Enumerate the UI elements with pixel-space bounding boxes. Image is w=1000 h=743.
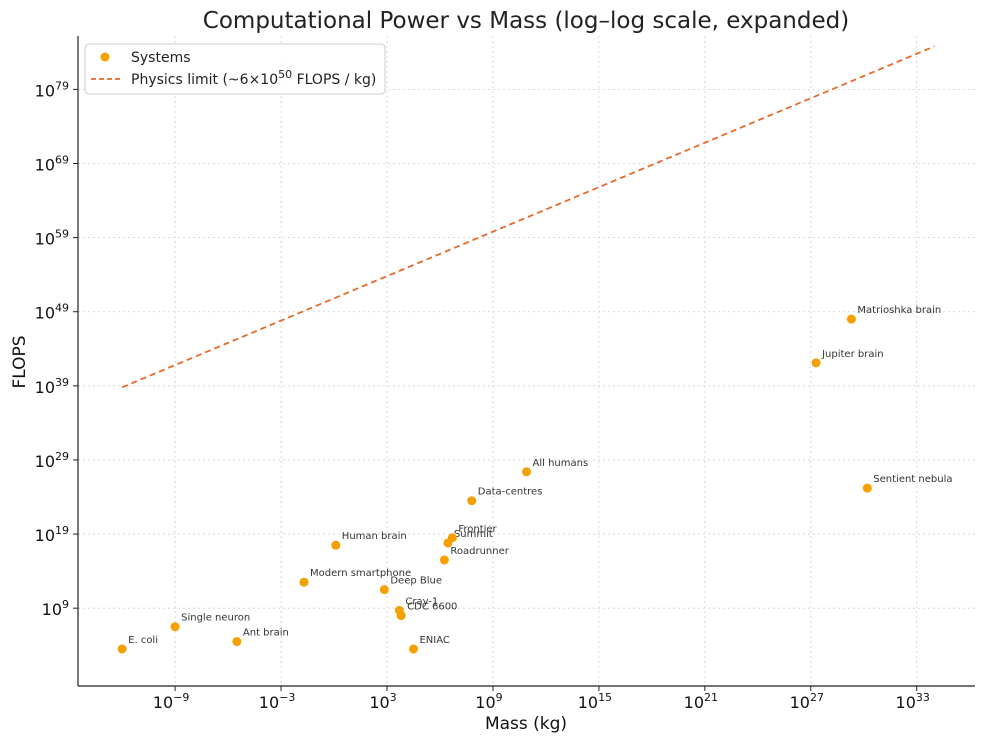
x-tick-exp: 3 [390,691,397,704]
data-point-label: Modern smartphone [310,568,411,579]
legend: Systems Physics limit (~6×1050 FLOPS / k… [84,43,386,95]
y-tick-label: 1039 [35,376,69,397]
x-tick-base: 10 [475,693,495,712]
data-point [170,622,180,632]
x-tick-label: 1015 [578,691,612,712]
x-tick-base: 10 [259,693,279,712]
data-point-label: Data-centres [478,487,543,498]
data-point [439,555,449,565]
y-tick-base: 10 [35,452,55,471]
legend-systems-marker [100,52,110,62]
data-point-label: Single neuron [181,613,250,624]
data-point [331,540,341,550]
y-tick-exp: 79 [55,79,69,92]
y-tick-exp: 49 [55,302,69,315]
data-point [467,496,477,506]
data-point-label: All humans [533,458,589,469]
legend-systems-label: Systems [131,50,191,66]
x-tick-label: 109 [475,691,502,712]
axes-layer [77,36,975,687]
data-point-label: ENIAC [419,635,449,646]
data-point-label: Jupiter brain [821,349,883,360]
y-tick-label: 1079 [35,79,69,100]
data-point [396,611,406,621]
grid-layer [78,36,975,686]
x-tick-label: 10−9 [153,691,190,712]
y-tick-base: 10 [35,230,55,249]
y-tick-base: 10 [35,526,55,545]
y-tick-base: 10 [42,600,62,619]
x-tick-exp: 15 [598,691,612,704]
x-tick-base: 10 [369,693,389,712]
y-tick-exp: 19 [55,524,69,537]
data-point-label: Human brain [342,531,407,542]
y-tick-label: 1059 [35,228,69,249]
data-point-label: Ant brain [243,628,289,639]
y-tick-base: 10 [35,81,55,100]
y-tick-label: 1049 [35,302,69,323]
chart-title: Computational Power vs Mass (log–log sca… [203,8,849,34]
legend-limit-prefix: Physics limit (~6×10 [131,72,278,88]
x-tick-base: 10 [896,693,916,712]
data-point-label: CDC 6600 [407,602,457,613]
x-tick-label: 1027 [790,691,824,712]
x-tick-base: 10 [790,693,810,712]
data-point [299,577,309,587]
data-point-label: E. coli [128,635,158,646]
y-axis-label: FLOPS [10,335,30,388]
y-tick-exp: 69 [55,153,69,166]
data-point-label: Sentient nebula [873,474,952,485]
y-tick-exp: 29 [55,450,69,463]
y-tick-label: 1019 [35,524,69,545]
x-tick-exp: 33 [916,691,930,704]
ticks-layer: 10−9 10−3 103 109 1015 1021 1027 10331091019102… [35,79,930,712]
x-tick-base: 10 [578,693,598,712]
data-point [522,467,531,477]
x-tick-label: 103 [369,691,396,712]
data-point [811,358,821,368]
x-tick-base: 10 [153,693,173,712]
data-point [846,314,856,324]
data-point-label: Summit [454,529,493,540]
data-point-label: Frontier [458,524,497,535]
x-tick-exp: −3 [279,691,295,704]
x-tick-exp: 9 [496,691,503,704]
data-point [447,533,457,543]
data-point-label: Cray-1 [405,596,438,607]
y-tick-exp: 9 [62,598,69,611]
y-tick-base: 10 [35,304,55,323]
data-point [408,644,418,654]
data-point-label: Roadrunner [450,546,509,557]
legend-limit-label: Physics limit (~6×1050 FLOPS / kg) [131,68,376,88]
x-tick-label: 1033 [896,691,930,712]
data-point-label: Matrioshka brain [857,305,941,316]
y-tick-exp: 39 [55,376,69,389]
legend-limit-suffix: FLOPS / kg) [292,72,376,88]
data-point [117,644,127,654]
y-tick-base: 10 [35,155,55,174]
x-tick-label: 10−3 [259,691,296,712]
x-tick-label: 1021 [684,691,718,712]
data-point-label: Deep Blue [390,576,442,587]
x-tick-base: 10 [684,693,704,712]
series-layer: E. coli Single neuron Ant brain Modern smar… [117,45,953,654]
data-point [232,637,242,647]
y-tick-label: 109 [42,598,69,619]
data-point [862,483,872,493]
physics-limit-line [121,45,935,389]
x-tick-exp: −9 [173,691,189,704]
y-tick-label: 1069 [35,153,69,174]
x-axis-label: Mass (kg) [485,714,567,734]
x-tick-exp: 21 [704,691,718,704]
legend-box [84,43,386,95]
data-point [379,585,389,595]
y-tick-exp: 59 [55,228,69,241]
y-tick-label: 1029 [35,450,69,471]
x-tick-exp: 27 [810,691,824,704]
y-tick-base: 10 [35,378,55,397]
legend-limit-exp: 50 [278,68,292,81]
